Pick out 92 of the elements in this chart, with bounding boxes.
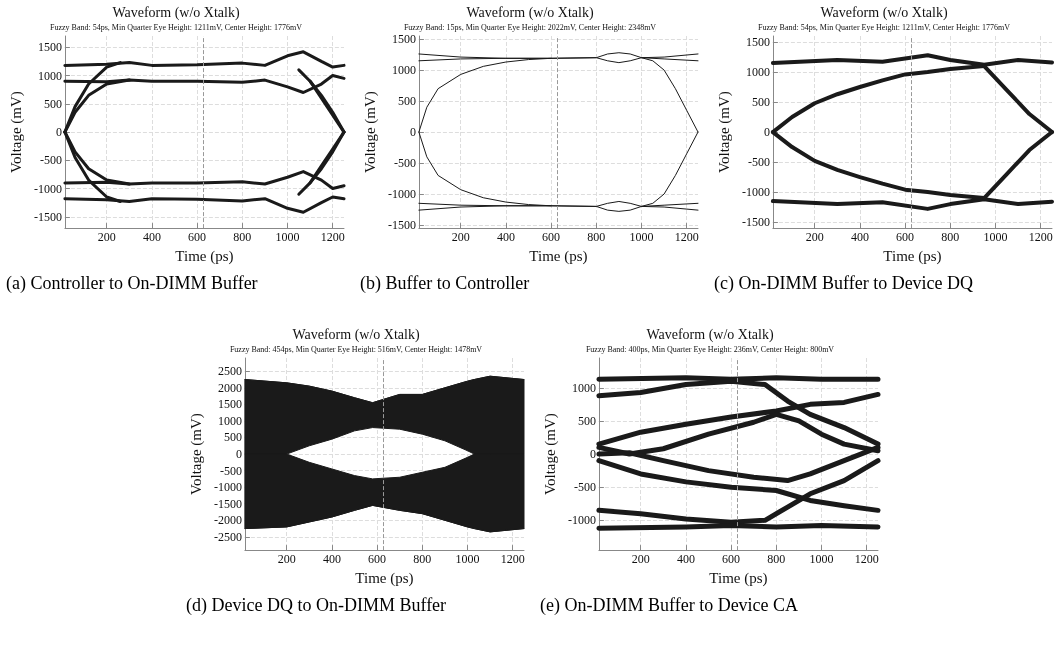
x-tick-label: 800 bbox=[767, 552, 786, 567]
y-tick-label: 500 bbox=[223, 430, 242, 445]
y-tick-label: -1500 bbox=[33, 209, 62, 224]
y-tick-label: -1000 bbox=[387, 187, 416, 202]
x-axis-title: Time (ps) bbox=[355, 569, 414, 587]
chart-title: Waveform (w/o Xtalk) bbox=[646, 326, 774, 343]
chart-title: Waveform (w/o Xtalk) bbox=[112, 4, 240, 21]
y-tick-label: 500 bbox=[577, 413, 596, 428]
chart-subtitle: Fuzzy Band: 15ps, Min Quarter Eye Height: 2022mV, Center Height: 2348mV bbox=[403, 22, 657, 32]
chart-subtitle: Fuzzy Band: 454ps, Min Quarter Eye Height: 516mV, Center Height: 1478mV bbox=[229, 344, 483, 354]
y-tick-label: -500 bbox=[393, 156, 416, 171]
y-tick-label: -2000 bbox=[213, 513, 242, 528]
x-tick-label: 200 bbox=[451, 230, 470, 245]
y-tick-label: -1000 bbox=[741, 185, 770, 200]
y-tick-label: -500 bbox=[39, 153, 62, 168]
y-tick-label: -1500 bbox=[387, 218, 416, 232]
y-tick-label: 1000 bbox=[391, 63, 416, 78]
y-tick-label: -1000 bbox=[33, 181, 62, 196]
x-tick-label: 800 bbox=[413, 552, 432, 567]
y-tick-label: -500 bbox=[573, 480, 596, 495]
y-axis-title: Voltage (mV) bbox=[7, 91, 25, 173]
y-tick-label: -1500 bbox=[741, 215, 770, 230]
x-tick-label: 400 bbox=[850, 230, 869, 245]
chart-subtitle: Fuzzy Band: 54ps, Min Quarter Eye Height: 1211mV, Center Height: 1776mV bbox=[758, 22, 1011, 32]
y-tick-label: 2000 bbox=[217, 380, 242, 395]
y-tick-label: -1000 bbox=[567, 513, 596, 528]
x-tick-label: 600 bbox=[188, 230, 207, 245]
chart-title: Waveform (w/o Xtalk) bbox=[292, 326, 420, 343]
y-tick-label: 0 bbox=[589, 447, 596, 462]
x-tick-label: 600 bbox=[896, 230, 915, 245]
x-axis-title: Time (ps) bbox=[709, 569, 768, 587]
text: (e) On-DIMM Buffer to Device CA bbox=[540, 594, 800, 616]
y-tick-label: 0 bbox=[763, 125, 770, 140]
y-tick-label: 1500 bbox=[37, 40, 62, 55]
x-tick-label: 400 bbox=[496, 230, 515, 245]
x-tick-label: 200 bbox=[631, 552, 650, 567]
y-tick-label: 1000 bbox=[217, 413, 242, 428]
chart-title: Waveform (w/o Xtalk) bbox=[466, 4, 594, 21]
x-tick-label: 600 bbox=[542, 230, 561, 245]
y-tick-label: -1000 bbox=[213, 480, 242, 495]
x-tick-label: 800 bbox=[233, 230, 252, 245]
x-tick-label: 400 bbox=[676, 552, 695, 567]
x-tick-label: 1000 bbox=[983, 230, 1008, 245]
x-tick-label: 200 bbox=[805, 230, 824, 245]
x-tick-label: 1200 bbox=[500, 552, 525, 567]
y-tick-label: 1500 bbox=[391, 32, 416, 47]
y-tick-label: 500 bbox=[397, 94, 416, 109]
y-tick-label: 1000 bbox=[571, 380, 596, 395]
x-tick-label: 600 bbox=[368, 552, 387, 567]
y-axis-title: Voltage (mV) bbox=[361, 91, 379, 173]
y-tick-label: 1500 bbox=[217, 397, 242, 412]
x-tick-label: 800 bbox=[941, 230, 960, 245]
x-tick-label: 1200 bbox=[854, 552, 879, 567]
y-tick-label: 2500 bbox=[217, 364, 242, 379]
x-tick-label: 600 bbox=[722, 552, 741, 567]
y-axis-title: Voltage (mV) bbox=[187, 413, 205, 495]
x-tick-label: 400 bbox=[322, 552, 341, 567]
x-axis-title: Time (ps) bbox=[883, 247, 942, 265]
chart-title: Waveform (w/o Xtalk) bbox=[820, 4, 948, 21]
y-tick-label: -1500 bbox=[213, 496, 242, 511]
x-axis-title: Time (ps) bbox=[175, 247, 234, 265]
y-tick-label: -500 bbox=[219, 463, 242, 478]
y-tick-label: 1500 bbox=[745, 35, 770, 49]
x-tick-label: 1200 bbox=[1028, 230, 1053, 245]
y-axis-title: Voltage (mV) bbox=[541, 413, 559, 495]
y-tick-label: 0 bbox=[55, 125, 62, 140]
y-tick-label: 0 bbox=[235, 447, 242, 462]
x-tick-label: 1000 bbox=[809, 552, 834, 567]
x-tick-label: 1000 bbox=[629, 230, 654, 245]
x-tick-label: 200 bbox=[277, 552, 296, 567]
x-tick-label: 1200 bbox=[674, 230, 699, 245]
text: (c) On-DIMM Buffer to Device DQ bbox=[714, 272, 975, 294]
y-tick-label: 1000 bbox=[745, 65, 770, 80]
text: (a) Controller to On-DIMM Buffer bbox=[6, 272, 259, 294]
y-tick-label: 0 bbox=[409, 125, 416, 140]
chart-subtitle: Fuzzy Band: 400ps, Min Quarter Eye Height: 236mV, Center Height: 800mV bbox=[585, 344, 835, 354]
text: (d) Device DQ to On-DIMM Buffer bbox=[186, 594, 448, 616]
x-axis-title: Time (ps) bbox=[529, 247, 588, 265]
x-tick-label: 1000 bbox=[455, 552, 480, 567]
x-tick-label: 200 bbox=[97, 230, 116, 245]
x-tick-label: 800 bbox=[587, 230, 606, 245]
y-tick-label: 500 bbox=[751, 95, 770, 110]
y-tick-label: 1000 bbox=[37, 68, 62, 83]
chart-subtitle: Fuzzy Band: 54ps, Min Quarter Eye Height: 1211mV, Center Height: 1776mV bbox=[50, 22, 303, 32]
y-tick-label: -2500 bbox=[213, 529, 242, 544]
x-tick-label: 400 bbox=[142, 230, 161, 245]
y-tick-label: -500 bbox=[747, 155, 770, 170]
y-tick-label: 500 bbox=[43, 96, 62, 111]
text: (b) Buffer to Controller bbox=[360, 272, 531, 294]
y-axis-title: Voltage (mV) bbox=[715, 91, 733, 173]
x-tick-label: 1000 bbox=[275, 230, 300, 245]
x-tick-label: 1200 bbox=[320, 230, 345, 245]
